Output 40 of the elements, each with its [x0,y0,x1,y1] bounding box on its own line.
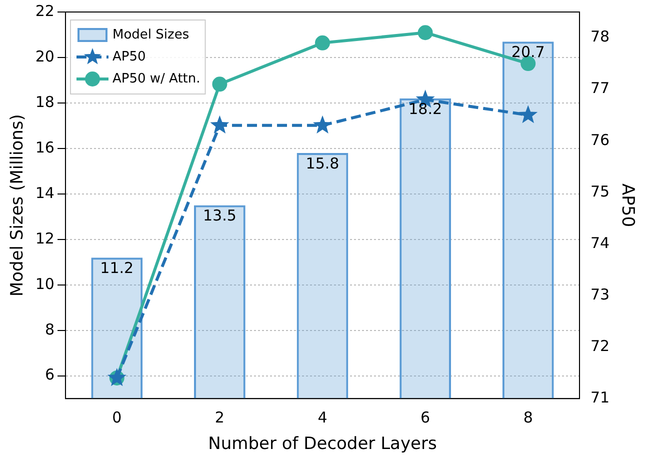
y2-tick-label: 71 [590,388,610,406]
y2-tick-label: 73 [590,285,610,304]
y2-tick-label: 75 [590,182,610,200]
x-tick-label: 2 [214,408,224,426]
legend-label: AP50 [112,49,146,64]
y-tick-label: 16 [35,138,54,156]
data-label: 11.2 [100,258,134,277]
data-label: 15.8 [306,154,340,172]
y2-tick-label: 78 [590,28,610,46]
y-tick-label: 12 [35,229,54,248]
y2-tick-label: 74 [590,234,610,252]
y-tick-label: 20 [35,47,54,66]
x-axis-title: Number of Decoder Layers [208,434,437,454]
point [520,56,536,72]
legend-label: AP50 w/ Attn. [112,71,200,86]
data-label: 18.2 [408,100,442,118]
x-tick-label: 6 [420,408,430,426]
point [312,115,332,134]
legend-label: Model Sizes [112,27,190,42]
data-label: 13.5 [202,206,236,225]
y-tick-label: 18 [35,92,54,111]
y-tick-label: 6 [44,366,54,384]
y-axis-title: Model Sizes (Millions) [8,114,28,297]
point [212,76,228,92]
y-tick-label: 22 [35,2,54,20]
data-label: 20.7 [511,42,545,61]
point [315,35,330,50]
y2-axis-title: AP50 [617,184,638,228]
point [518,105,538,124]
point [210,115,230,134]
y2-tick-label: 77 [590,79,610,98]
y-tick-label: 14 [35,184,54,202]
y2-tick-label: 76 [590,130,610,149]
x-tick-label: 0 [112,408,122,426]
y-tick-label: 8 [44,320,54,338]
y2-tick-label: 72 [590,336,610,355]
y-tick-label: 10 [35,274,54,293]
x-tick-label: 8 [523,408,533,426]
point [418,25,433,40]
x-tick-label: 4 [318,408,328,426]
